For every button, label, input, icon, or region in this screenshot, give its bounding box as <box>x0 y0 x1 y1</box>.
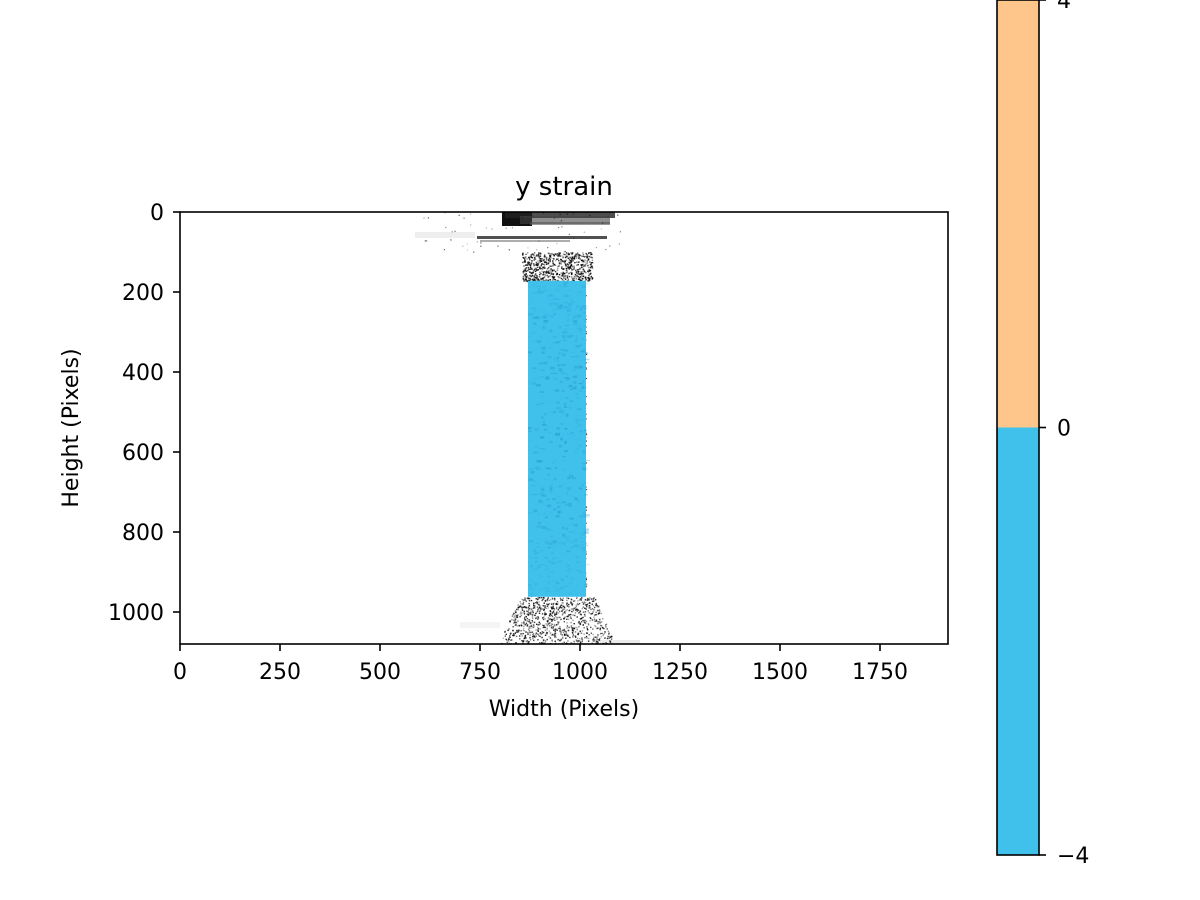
x-axis-ticks: 0 250 500 750 1000 1250 1500 1750 <box>173 644 908 685</box>
y-tick-label: 200 <box>122 281 164 306</box>
colorbar-ticks: −4 0 4 <box>1039 0 1089 869</box>
x-tick-label: 1000 <box>552 660 608 685</box>
colorbar-tick-label: −4 <box>1057 844 1089 869</box>
specimen-image <box>415 212 640 644</box>
y-tick-label: 400 <box>122 361 164 386</box>
y-axis-ticks: 0 200 400 600 800 1000 <box>108 201 180 626</box>
x-tick-label: 750 <box>459 660 501 685</box>
y-axis-label: Height (Pixels) <box>59 348 84 507</box>
x-tick-label: 500 <box>359 660 401 685</box>
colorbar-segment <box>997 427 1039 855</box>
colorbar: −4 0 4 <box>996 0 1089 869</box>
x-tick-label: 250 <box>259 660 301 685</box>
x-tick-label: 1500 <box>752 660 808 685</box>
x-tick-label: 0 <box>173 660 187 685</box>
y-tick-label: 800 <box>122 521 164 546</box>
colorbar-tick-label: 0 <box>1057 417 1071 442</box>
speckle-bottom <box>498 596 616 644</box>
x-tick-label: 1250 <box>652 660 708 685</box>
x-axis-label: Width (Pixels) <box>489 697 639 722</box>
colorbar-tick-label: 4 <box>1057 0 1071 14</box>
speckle-top <box>423 212 622 283</box>
y-tick-label: 1000 <box>108 601 164 626</box>
strain-region <box>528 280 586 597</box>
x-tick-label: 1750 <box>852 660 908 685</box>
chart-title: y strain <box>515 172 613 202</box>
strain-texture <box>528 281 590 598</box>
y-tick-label: 0 <box>150 201 164 226</box>
y-tick-label: 600 <box>122 441 164 466</box>
plot-frame <box>179 211 949 645</box>
colorbar-segments <box>997 0 1039 855</box>
colorbar-segment <box>997 0 1039 428</box>
